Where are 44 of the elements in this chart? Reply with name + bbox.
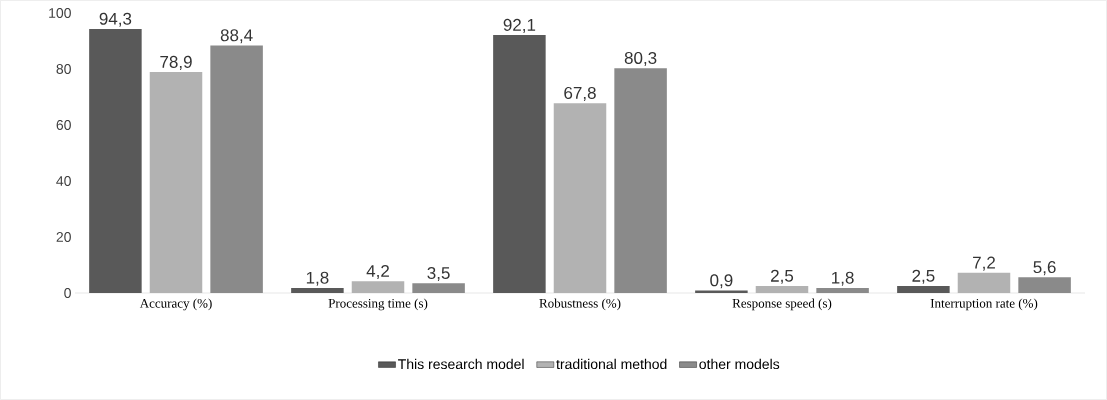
bar	[1018, 277, 1071, 293]
bar	[695, 290, 748, 293]
data-label: 0,9	[710, 274, 733, 289]
x-tick-label: Interruption rate (%)	[930, 298, 1038, 311]
legend-label: This research model	[398, 358, 524, 370]
y-tick-label: 80	[56, 64, 71, 74]
legend-label: other models	[699, 358, 780, 370]
data-label: 7,2	[973, 256, 995, 271]
data-label: 92,1	[503, 18, 536, 33]
bar	[755, 286, 809, 293]
y-tick-label: 100	[49, 8, 71, 18]
x-tick-label: Processing time (s)	[328, 298, 428, 311]
data-label: 67,8	[564, 86, 596, 101]
y-tick-label: 0	[64, 288, 71, 298]
data-label: 88,4	[220, 29, 253, 44]
data-label: 3,5	[427, 266, 450, 282]
bar	[210, 45, 263, 293]
bar	[149, 72, 203, 293]
bar	[291, 287, 344, 293]
bar	[412, 283, 465, 293]
bar	[816, 287, 869, 293]
y-tick-label: 20	[56, 232, 71, 242]
bar	[493, 35, 546, 293]
y-tick-label: 60	[56, 120, 71, 130]
data-label: 2,5	[912, 269, 935, 284]
bar	[957, 272, 1011, 293]
bar	[897, 286, 950, 293]
data-label: 1,8	[306, 271, 329, 286]
data-label: 1,8	[832, 271, 854, 286]
x-tick-label: Accuracy (%)	[139, 298, 212, 311]
bar	[351, 281, 405, 293]
x-tick-label: Response speed (s)	[732, 298, 832, 311]
data-label: 2,5	[771, 269, 794, 284]
bar	[89, 28, 142, 293]
bar	[553, 103, 607, 293]
x-tick-label: Robustness (%)	[539, 298, 621, 311]
y-tick-label: 40	[56, 176, 71, 186]
data-label: 94,3	[99, 12, 132, 27]
data-label: 78,9	[160, 55, 192, 70]
data-label: 5,6	[1033, 261, 1056, 276]
legend-label: traditional method	[556, 358, 667, 370]
data-label: 4,2	[366, 264, 389, 280]
bar	[614, 68, 667, 293]
data-label: 80,3	[624, 51, 657, 66]
